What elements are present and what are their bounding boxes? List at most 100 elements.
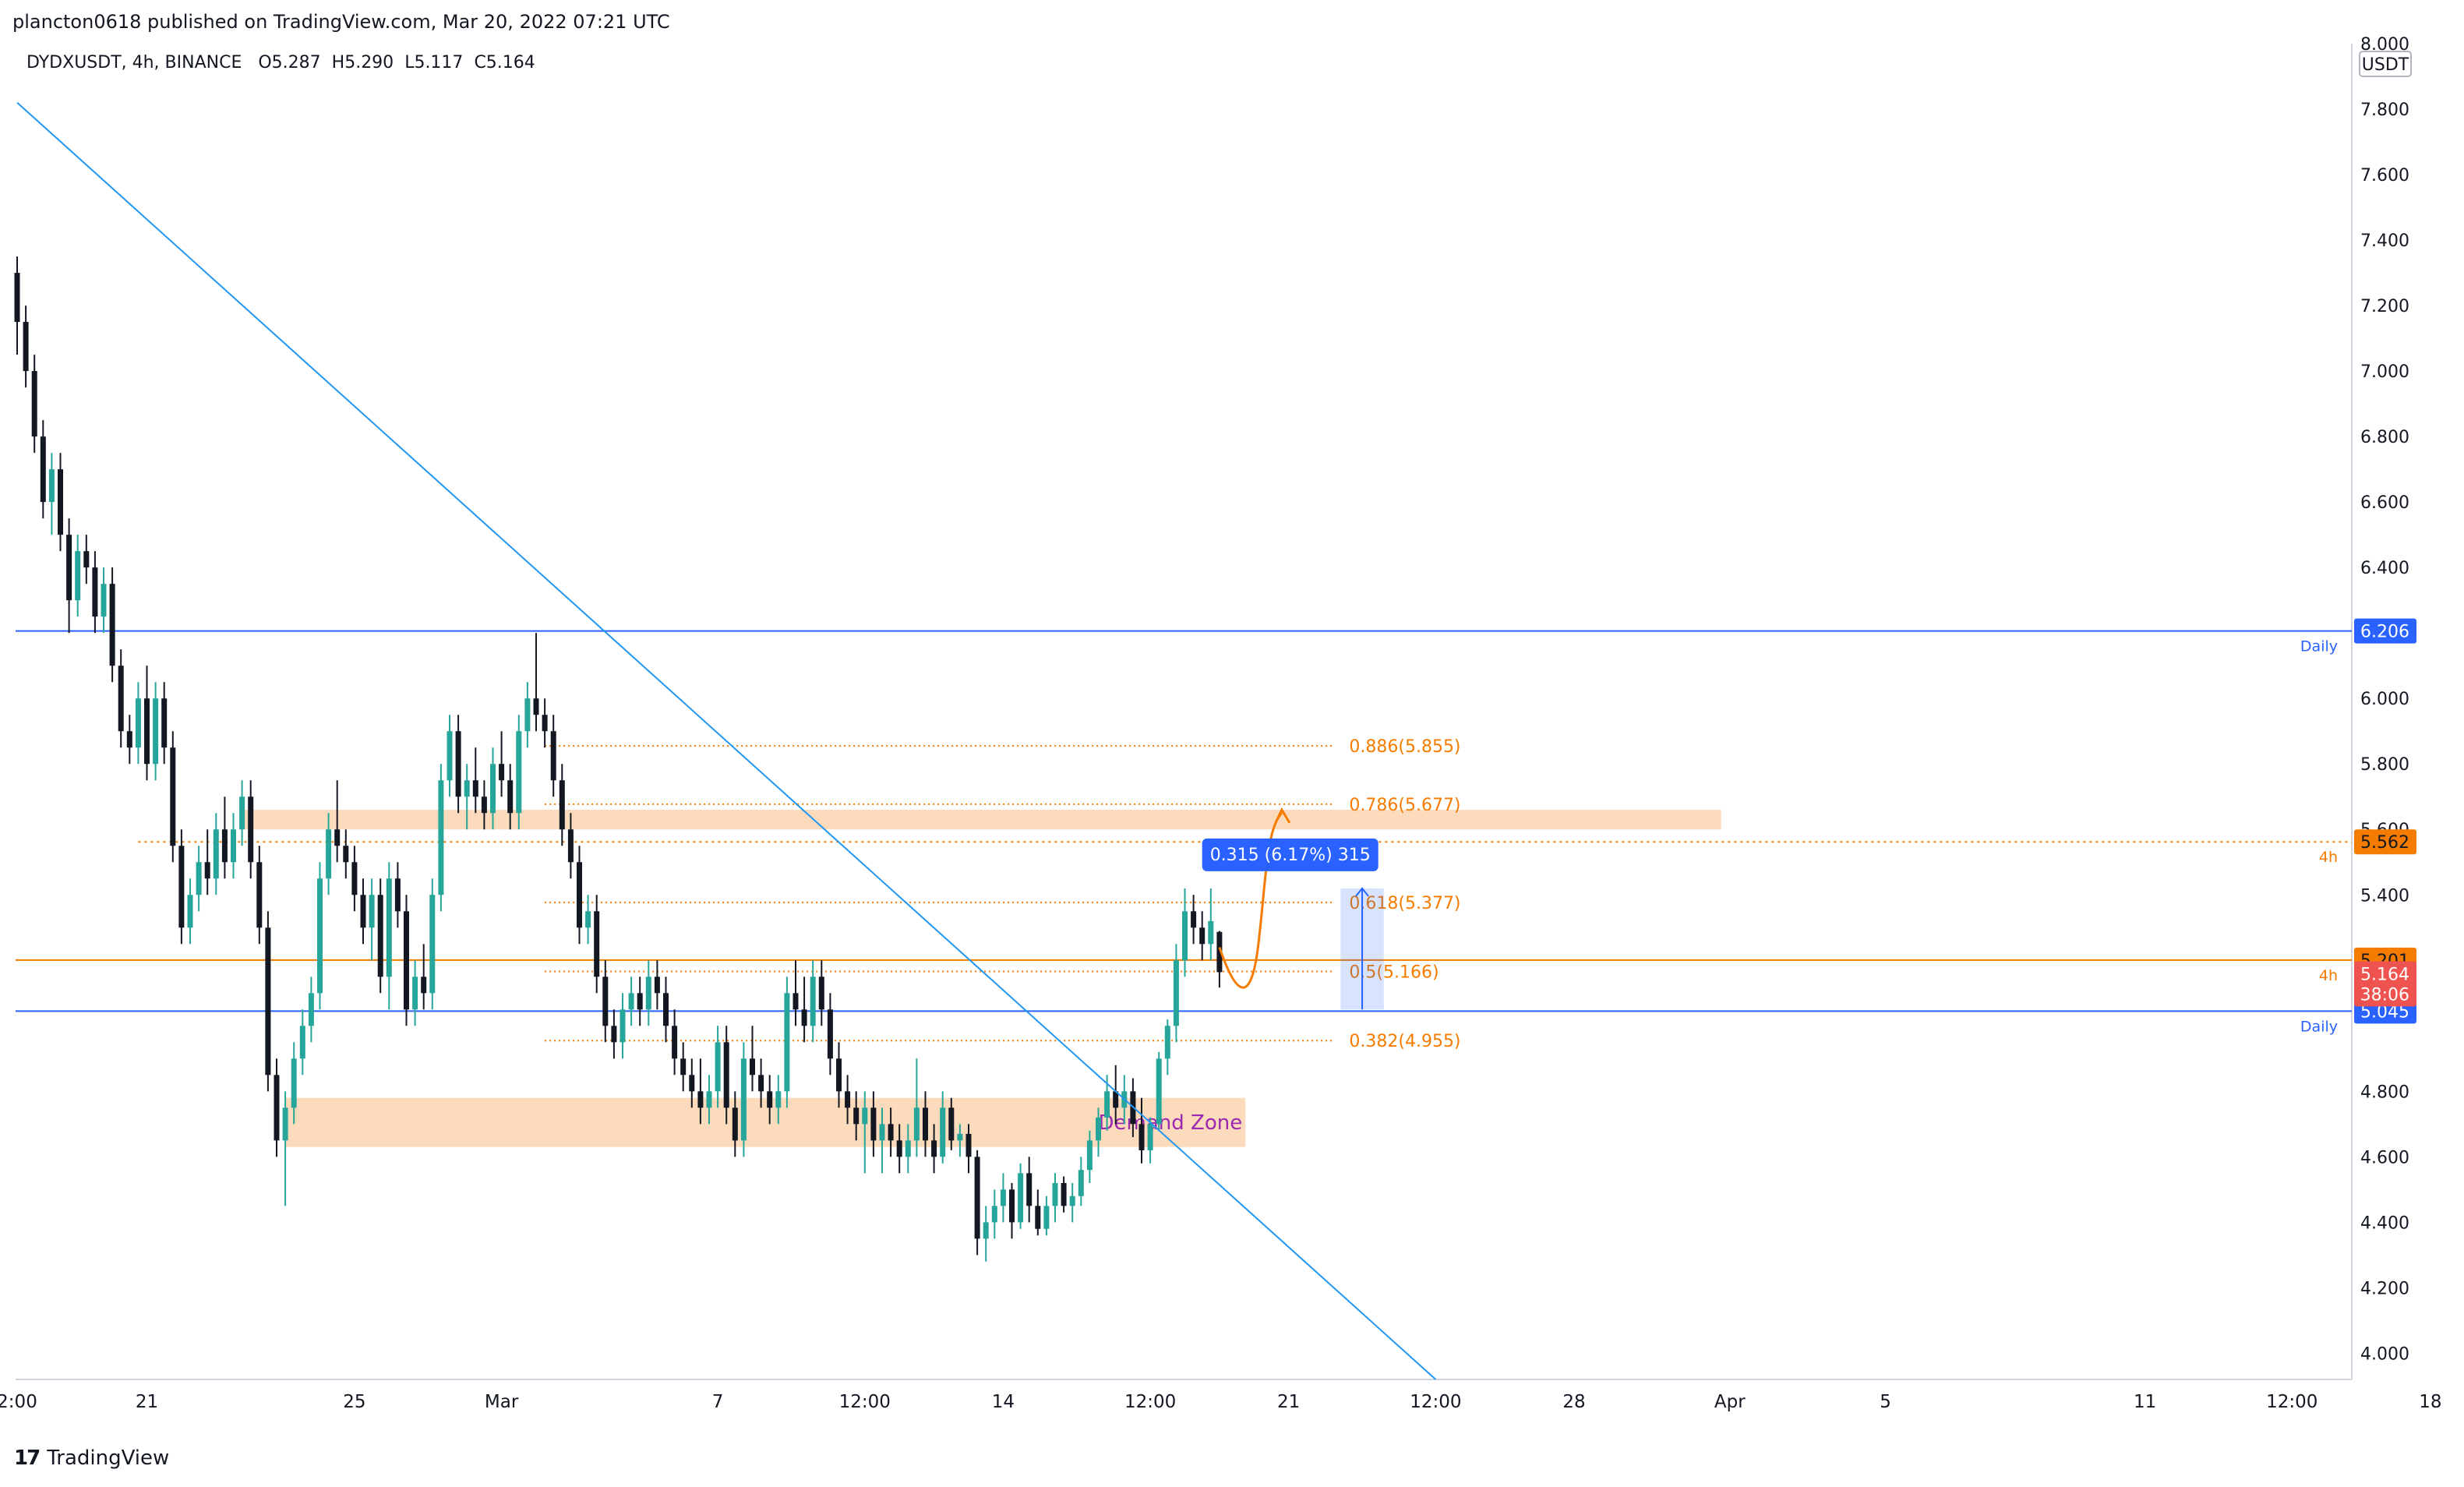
candle[interactable] (92, 551, 98, 634)
candle[interactable] (862, 1091, 868, 1174)
candle[interactable] (1113, 1065, 1119, 1125)
candle[interactable] (1061, 1176, 1067, 1213)
candle[interactable] (360, 878, 366, 945)
candle[interactable] (602, 960, 609, 1043)
candle[interactable] (412, 960, 418, 1026)
candle[interactable] (187, 878, 193, 945)
candle[interactable] (706, 1075, 712, 1125)
demand-zone[interactable] (285, 1097, 1246, 1147)
candle[interactable] (351, 846, 358, 912)
candle[interactable] (1191, 895, 1197, 945)
candle[interactable] (343, 829, 349, 879)
candle[interactable] (499, 731, 505, 797)
candle[interactable] (75, 535, 81, 617)
candle[interactable] (585, 895, 591, 945)
candle[interactable] (663, 977, 669, 1043)
candle[interactable] (775, 1075, 782, 1125)
candle[interactable] (1199, 911, 1206, 961)
candle[interactable] (58, 453, 63, 552)
candle[interactable] (126, 715, 132, 765)
candle[interactable] (879, 1107, 885, 1174)
candle[interactable] (204, 829, 210, 895)
candle[interactable] (1035, 1189, 1041, 1236)
candle[interactable] (213, 813, 219, 895)
candle[interactable] (542, 698, 548, 748)
candle[interactable] (265, 911, 271, 1092)
symbol-legend[interactable]: DYDXUSDT, 4h, BINANCE O5.287 H5.290 L5.1… (26, 53, 535, 72)
candle[interactable] (282, 1091, 288, 1206)
candle[interactable] (490, 747, 496, 830)
candles-layer[interactable] (14, 256, 1223, 1262)
candle[interactable] (274, 1058, 280, 1157)
candle[interactable] (231, 813, 236, 879)
candle[interactable] (308, 977, 314, 1043)
candle[interactable] (715, 1026, 721, 1108)
candle[interactable] (1043, 1196, 1050, 1236)
candle[interactable] (732, 1091, 738, 1157)
candle[interactable] (109, 567, 115, 683)
candle[interactable] (888, 1107, 894, 1157)
candle[interactable] (931, 1124, 937, 1174)
candle[interactable] (256, 846, 263, 945)
candle[interactable] (429, 878, 436, 1010)
candle[interactable] (567, 813, 574, 879)
candle[interactable] (689, 1058, 695, 1108)
candle[interactable] (533, 633, 539, 732)
candle[interactable] (248, 780, 254, 879)
candle[interactable] (472, 747, 478, 814)
candle[interactable] (801, 977, 807, 1043)
candle[interactable] (516, 715, 522, 830)
currency-badge[interactable] (2359, 51, 2412, 77)
candle[interactable] (750, 1026, 755, 1092)
candle[interactable] (948, 1097, 955, 1150)
candle[interactable] (83, 535, 90, 585)
candle[interactable] (1156, 1051, 1162, 1131)
drawings-layer[interactable]: 0.315 (6.17%) 315 (16, 101, 1437, 1380)
candle[interactable] (974, 1150, 980, 1256)
candle[interactable] (1078, 1157, 1084, 1206)
candle[interactable] (196, 846, 202, 912)
candle[interactable] (1052, 1173, 1058, 1223)
candle[interactable] (291, 1042, 297, 1125)
candle[interactable] (369, 878, 375, 961)
candle[interactable] (620, 993, 626, 1059)
candle[interactable] (645, 960, 651, 1026)
candle[interactable] (905, 1124, 911, 1174)
candle[interactable] (1173, 944, 1179, 1043)
resistance-zone[interactable] (242, 810, 1721, 830)
candle[interactable] (299, 1009, 305, 1076)
candle[interactable] (161, 682, 168, 765)
candle[interactable] (317, 862, 323, 1010)
candle[interactable] (784, 977, 790, 1108)
candle[interactable] (524, 682, 531, 748)
candle[interactable] (1000, 1173, 1006, 1223)
candle[interactable] (377, 878, 383, 994)
candle[interactable] (1096, 1107, 1101, 1157)
candle[interactable] (628, 977, 634, 1026)
candle[interactable] (455, 715, 461, 814)
price-axis[interactable]: 8.0007.8007.6007.4007.2007.0006.8006.600… (2354, 35, 2416, 1364)
candle[interactable] (758, 1058, 764, 1108)
candle[interactable] (983, 1206, 989, 1262)
candle[interactable] (1009, 1182, 1015, 1239)
candle[interactable] (957, 1124, 963, 1157)
candle[interactable] (31, 355, 37, 454)
candle[interactable] (810, 960, 816, 1043)
candle[interactable] (153, 682, 159, 781)
candle[interactable] (170, 731, 176, 863)
candle[interactable] (40, 420, 46, 519)
candle[interactable] (404, 895, 409, 1026)
candle[interactable] (14, 256, 20, 355)
candle[interactable] (1164, 1019, 1170, 1076)
candle[interactable] (178, 829, 185, 945)
candle[interactable] (23, 306, 29, 388)
candle[interactable] (326, 813, 332, 895)
candle[interactable] (767, 1075, 773, 1125)
candle[interactable] (447, 715, 453, 797)
candle[interactable] (386, 862, 392, 1010)
candle[interactable] (1018, 1163, 1024, 1229)
candle[interactable] (550, 715, 556, 797)
candle[interactable] (1086, 1130, 1093, 1183)
candle[interactable] (818, 960, 824, 1026)
